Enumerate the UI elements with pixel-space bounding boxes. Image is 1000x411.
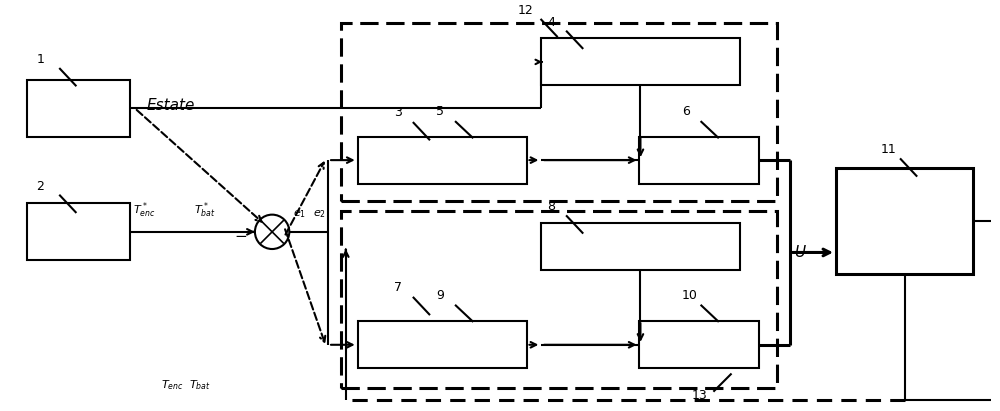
Text: 3: 3 xyxy=(394,106,402,119)
Text: 5: 5 xyxy=(436,105,444,118)
Text: $T^*_{enc}$: $T^*_{enc}$ xyxy=(133,201,155,220)
Text: 4: 4 xyxy=(547,16,555,28)
Bar xyxy=(341,23,777,201)
Text: $e_1$: $e_1$ xyxy=(293,208,306,220)
Text: 6: 6 xyxy=(682,105,690,118)
Text: 1: 1 xyxy=(36,53,44,66)
Text: 13: 13 xyxy=(692,389,707,402)
Bar xyxy=(836,168,973,274)
Bar xyxy=(541,223,740,270)
Bar xyxy=(358,321,527,368)
Bar xyxy=(541,38,740,85)
Text: 12: 12 xyxy=(518,4,533,17)
Bar xyxy=(358,136,527,184)
Bar xyxy=(639,136,759,184)
Bar xyxy=(639,321,759,368)
Text: −: − xyxy=(234,229,247,244)
Text: 10: 10 xyxy=(682,289,698,302)
Bar xyxy=(27,203,130,260)
Text: $U$: $U$ xyxy=(794,245,807,261)
Text: $e_2$: $e_2$ xyxy=(313,208,326,220)
Bar xyxy=(27,80,130,136)
Text: 7: 7 xyxy=(394,281,402,294)
Bar xyxy=(341,211,777,388)
Text: $T_{enc}$  $T_{bat}$: $T_{enc}$ $T_{bat}$ xyxy=(161,378,211,392)
Text: $T^*_{bat}$: $T^*_{bat}$ xyxy=(194,201,215,220)
Text: 2: 2 xyxy=(36,180,44,192)
Text: Estate: Estate xyxy=(146,98,195,113)
Text: 11: 11 xyxy=(881,143,897,156)
Text: 8: 8 xyxy=(547,200,555,213)
Text: 9: 9 xyxy=(436,289,444,302)
